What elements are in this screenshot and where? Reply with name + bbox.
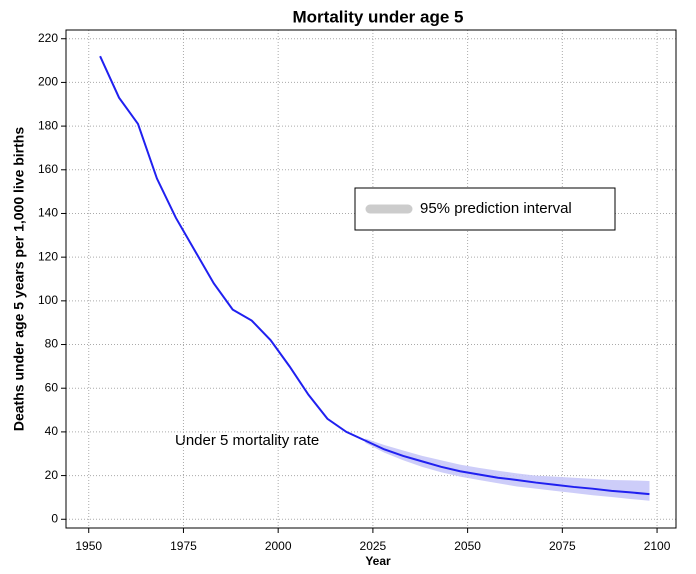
y-tick-label: 120 bbox=[38, 249, 58, 263]
y-tick-label: 140 bbox=[38, 206, 58, 220]
x-tick-label: 2075 bbox=[549, 539, 576, 553]
prediction-band bbox=[365, 438, 650, 501]
x-tick-label: 2000 bbox=[265, 539, 292, 553]
x-tick-label: 1975 bbox=[170, 539, 197, 553]
y-tick-label: 180 bbox=[38, 118, 58, 132]
x-tick-label: 2100 bbox=[644, 539, 671, 553]
y-tick-label: 220 bbox=[38, 31, 58, 45]
legend-label: 95% prediction interval bbox=[420, 200, 572, 217]
y-tick-label: 80 bbox=[45, 337, 59, 351]
x-axis-label: Year bbox=[365, 554, 391, 568]
plot-frame bbox=[65, 29, 677, 529]
annotation: Under 5 mortality rate bbox=[175, 432, 319, 449]
chart-title: Mortality under age 5 bbox=[293, 7, 464, 26]
y-axis-label: Deaths under age 5 years per 1,000 live … bbox=[11, 127, 27, 431]
y-tick-label: 60 bbox=[45, 380, 59, 394]
x-tick-label: 2050 bbox=[454, 539, 481, 553]
y-tick-label: 40 bbox=[45, 424, 59, 438]
y-tick-label: 0 bbox=[51, 511, 58, 525]
line-series bbox=[99, 55, 650, 496]
x-tick-label: 1950 bbox=[75, 539, 102, 553]
y-tick-label: 100 bbox=[38, 293, 58, 307]
x-tick-label: 2025 bbox=[360, 539, 387, 553]
y-tick-label: 20 bbox=[45, 468, 59, 482]
y-tick-label: 200 bbox=[38, 75, 58, 89]
y-tick-label: 160 bbox=[38, 162, 58, 176]
